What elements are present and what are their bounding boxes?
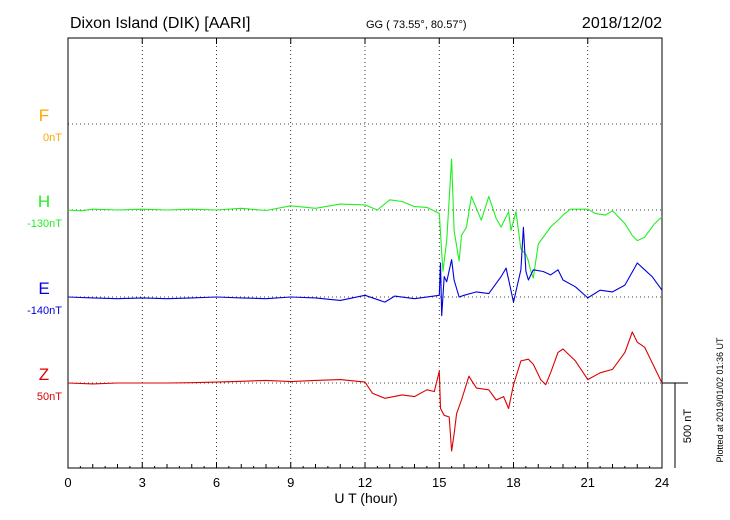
x-tick-label: 15 (432, 475, 446, 490)
baseline-label-z: 50nT (37, 391, 62, 403)
x-tick-label: 0 (64, 475, 71, 490)
component-label-h: H (38, 192, 50, 211)
baseline-label-e: -140nT (27, 305, 62, 317)
x-axis-title: U T (hour) (334, 490, 397, 506)
coordinates-label: GG ( 73.55°, 80.57°) (366, 19, 467, 31)
component-label-f: F (39, 106, 49, 125)
station-title: Dixon Island (DIK) [AARI] (70, 15, 251, 32)
x-tick-label: 3 (139, 475, 146, 490)
plotted-note: Plotted at 2019/01/02 01:36 UT (715, 337, 725, 463)
scale-bar-label: 500 nT (682, 409, 694, 444)
series-line-e (67, 226, 663, 317)
x-axis-ticks: 0 3 6 9 12 15 18 21 24 (64, 38, 669, 490)
component-label-z: Z (39, 365, 49, 384)
x-tick-label: 21 (581, 475, 595, 490)
baseline-label-h: -130nT (27, 218, 62, 230)
x-tick-label: 24 (655, 475, 669, 490)
x-tick-label: 18 (506, 475, 520, 490)
grid-lines (68, 38, 662, 468)
component-labels: F 0nT H -130nT E -140nT Z 50nT (27, 106, 62, 403)
series-line-z (67, 331, 663, 452)
series-line-h (67, 158, 663, 279)
x-tick-label: 9 (287, 475, 294, 490)
baseline-label-f: 0nT (43, 132, 62, 144)
scale-bar: 500 nT (662, 382, 694, 468)
date-label: 2018/12/02 (582, 15, 662, 32)
component-label-e: E (38, 279, 49, 298)
x-tick-label: 6 (213, 475, 220, 490)
x-tick-label: 12 (358, 475, 372, 490)
series-layer (67, 158, 663, 452)
